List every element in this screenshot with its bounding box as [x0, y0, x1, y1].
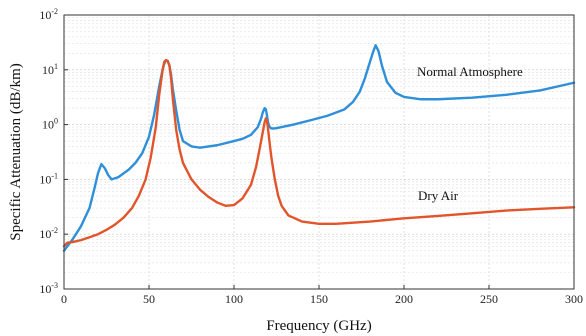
x-tick-label: 0: [61, 292, 67, 306]
series-line-normal-atmosphere: [62, 44, 576, 252]
y-tick-label: 10-2: [39, 226, 58, 241]
grid: [63, 15, 575, 290]
y-tick-label: 101: [42, 62, 58, 77]
series-layer: [62, 44, 576, 252]
y-tick-label: 10-3: [39, 281, 58, 296]
y-tick-label: 10-1: [39, 171, 58, 186]
series-line-dry-air: [62, 58, 576, 248]
y-tick-label: 10-2: [39, 7, 58, 22]
x-tick-label: 300: [565, 292, 583, 306]
ticks: [63, 14, 575, 290]
x-axis-label: Frequency (GHz): [266, 318, 371, 334]
tick-labels: 0 50 100 150 200 250 300 10-3 10-2 10-1 100 101 10-2: [39, 7, 583, 306]
x-tick-label: 150: [310, 292, 328, 306]
annotation-normal-atmosphere: Normal Atmosphere: [417, 64, 523, 79]
y-tick-label: 100: [42, 117, 58, 132]
annotation-dry-air: Dry Air: [418, 188, 459, 203]
x-tick-label: 200: [395, 292, 413, 306]
x-tick-label: 250: [480, 292, 498, 306]
x-tick-label: 100: [225, 292, 243, 306]
y-axis-label: Specific Attenuation (dB/km): [8, 63, 24, 240]
x-tick-label: 50: [143, 292, 155, 306]
